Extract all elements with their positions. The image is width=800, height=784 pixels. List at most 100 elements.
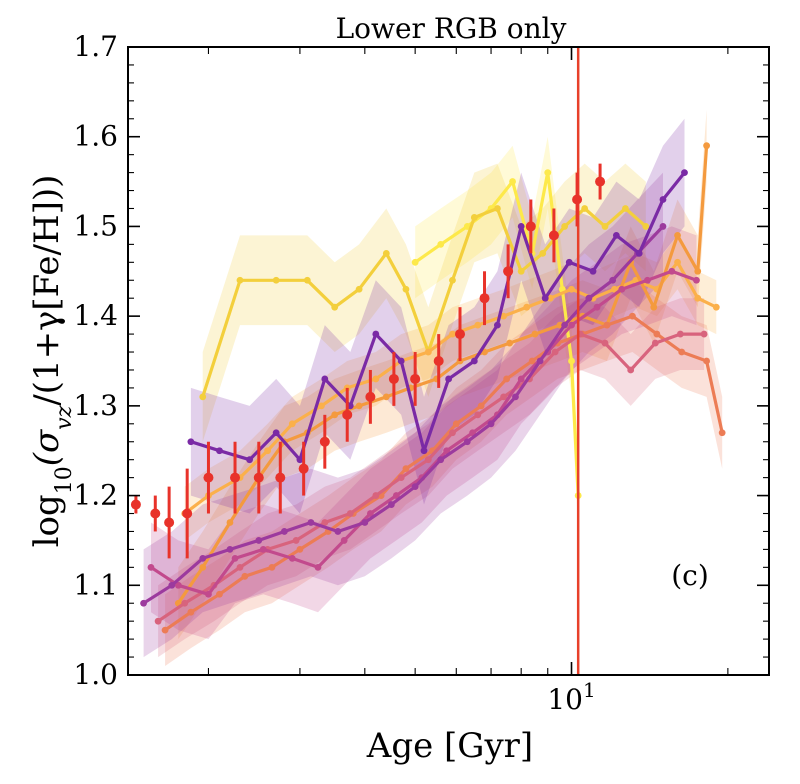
series-point-5 xyxy=(651,339,659,347)
series-point-8 xyxy=(420,447,428,455)
series-point-5 xyxy=(700,330,708,338)
uncertainty-bands xyxy=(143,109,723,666)
series-point-2 xyxy=(318,402,325,410)
series-point-8 xyxy=(659,196,667,203)
series-point-1 xyxy=(561,223,569,230)
series-point-5 xyxy=(601,339,609,347)
error-point xyxy=(595,176,606,187)
series-point-3 xyxy=(382,393,390,401)
series-point-4 xyxy=(528,357,536,365)
series-point-2 xyxy=(694,294,702,302)
series-point-8 xyxy=(494,321,501,329)
series-point-7 xyxy=(609,276,617,284)
series-point-7 xyxy=(199,554,207,562)
error-point xyxy=(150,508,161,519)
series-point-7 xyxy=(437,456,445,464)
series-point-3 xyxy=(703,142,710,150)
series-point-6 xyxy=(618,285,626,293)
series-point-4 xyxy=(187,608,195,616)
series-point-1 xyxy=(402,285,410,293)
error-point xyxy=(479,293,490,304)
series-point-2 xyxy=(523,303,531,311)
series-point-1 xyxy=(539,249,547,257)
series-point-7 xyxy=(387,501,395,508)
y-tick-label: 1.1 xyxy=(73,568,118,601)
series-point-4 xyxy=(653,330,661,338)
series-point-8 xyxy=(589,267,597,275)
series-point-1 xyxy=(382,249,390,257)
error-point xyxy=(342,409,353,420)
series-point-4 xyxy=(216,590,223,598)
series-point-1 xyxy=(601,223,609,230)
series-point-5 xyxy=(627,366,635,374)
series-point-6 xyxy=(174,581,182,589)
series-point-7 xyxy=(255,537,263,544)
series-point-4 xyxy=(678,348,686,356)
series-point-6 xyxy=(288,554,296,562)
series-point-7 xyxy=(659,223,667,230)
series-point-8 xyxy=(517,223,525,230)
error-point xyxy=(365,391,376,402)
series-point-4 xyxy=(477,402,485,410)
series-point-3 xyxy=(355,402,363,410)
series-point-7 xyxy=(307,519,315,526)
series-point-6 xyxy=(314,563,322,571)
series-point-5 xyxy=(346,510,354,517)
error-point xyxy=(388,373,399,384)
series-point-6 xyxy=(259,546,267,553)
y-tick-label: 1.2 xyxy=(73,479,118,512)
series-point-5 xyxy=(397,474,405,482)
series-point-2 xyxy=(500,312,507,320)
error-point xyxy=(525,221,536,232)
error-point xyxy=(572,194,583,205)
series-point-7 xyxy=(411,483,419,490)
series-point-6 xyxy=(147,563,155,571)
series-point-3 xyxy=(531,330,539,338)
series-point-8 xyxy=(321,375,329,383)
series-point-4 xyxy=(296,546,304,553)
y-tick-label: 1.0 xyxy=(73,658,118,691)
y-tick-label: 1.6 xyxy=(73,120,118,153)
series-point-3 xyxy=(694,267,702,275)
plot-area xyxy=(130,47,726,675)
error-point xyxy=(298,463,309,474)
series-point-6 xyxy=(366,510,374,517)
series-point-2 xyxy=(568,285,575,293)
error-point xyxy=(164,517,175,528)
series-point-6 xyxy=(517,375,525,383)
error-point xyxy=(182,508,193,519)
series-point-2 xyxy=(424,348,432,356)
series-point-7 xyxy=(140,599,147,607)
series-point-6 xyxy=(593,303,601,311)
series-point-7 xyxy=(280,528,288,535)
series-point-5 xyxy=(474,411,482,419)
error-point xyxy=(503,266,514,277)
x-axis-label: Age [Gyr] xyxy=(366,726,533,766)
error-point xyxy=(253,472,264,483)
series-point-4 xyxy=(718,429,726,437)
series-point-2 xyxy=(611,285,618,293)
series-point-2 xyxy=(372,375,380,383)
series-point-3 xyxy=(331,411,339,419)
series-point-7 xyxy=(536,357,544,365)
series-point-4 xyxy=(603,321,611,329)
series-point-1 xyxy=(199,393,207,401)
error-point xyxy=(548,230,559,241)
series-point-8 xyxy=(681,169,688,177)
series-point-6 xyxy=(568,321,575,329)
series-point-1 xyxy=(236,276,244,284)
series-point-6 xyxy=(340,537,348,544)
series-point-0 xyxy=(509,178,516,185)
series-point-6 xyxy=(231,554,239,562)
series-point-6 xyxy=(443,447,451,455)
series-point-1 xyxy=(517,267,525,275)
series-point-1 xyxy=(642,223,650,230)
series-point-1 xyxy=(331,303,339,311)
error-point xyxy=(410,373,421,384)
series-point-5 xyxy=(500,393,507,401)
panel-label: (c) xyxy=(671,559,709,592)
series-point-5 xyxy=(236,563,244,571)
series-point-8 xyxy=(372,330,380,338)
series-point-5 xyxy=(154,617,162,625)
